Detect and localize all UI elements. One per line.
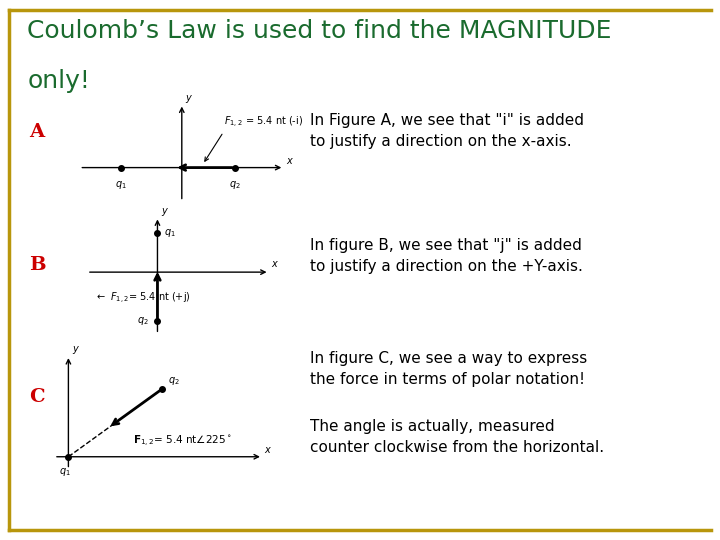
Text: x: x (286, 156, 292, 166)
Text: $\mathbf{F}_{1,2}$= 5.4 nt$\angle$225$^\circ$: $\mathbf{F}_{1,2}$= 5.4 nt$\angle$225$^\… (133, 434, 232, 449)
Text: Coulomb’s Law is used to find the MAGNITUDE: Coulomb’s Law is used to find the MAGNIT… (27, 19, 612, 43)
Text: $F_{1,2}$ = 5.4 nt (-i): $F_{1,2}$ = 5.4 nt (-i) (225, 115, 303, 130)
Text: y: y (185, 93, 191, 103)
Text: x: x (264, 444, 270, 455)
Text: $q_1$: $q_1$ (115, 179, 127, 191)
Text: In figure B, we see that "j" is added
to justify a direction on the +Y-axis.: In figure B, we see that "j" is added to… (310, 238, 582, 274)
Text: $q_2$: $q_2$ (229, 179, 240, 191)
Text: $q_2$: $q_2$ (138, 315, 149, 327)
Text: $q_1$: $q_1$ (59, 466, 71, 478)
Text: The angle is actually, measured
counter clockwise from the horizontal.: The angle is actually, measured counter … (310, 418, 604, 455)
Text: y: y (161, 206, 166, 216)
Text: y: y (72, 345, 78, 354)
Text: In Figure A, we see that "i" is added
to justify a direction on the x-axis.: In Figure A, we see that "i" is added to… (310, 113, 584, 150)
Text: A: A (29, 123, 44, 141)
Text: B: B (29, 255, 45, 274)
Text: C: C (29, 388, 45, 406)
Text: $\leftarrow$ $F_{1,2}$= 5.4 nt (+j): $\leftarrow$ $F_{1,2}$= 5.4 nt (+j) (95, 291, 191, 306)
Text: only!: only! (27, 69, 90, 93)
Text: x: x (271, 259, 277, 269)
Text: In figure C, we see a way to express
the force in terms of polar notation!: In figure C, we see a way to express the… (310, 351, 587, 387)
Text: $q_2$: $q_2$ (168, 375, 179, 387)
Text: $q_1$: $q_1$ (163, 227, 176, 239)
